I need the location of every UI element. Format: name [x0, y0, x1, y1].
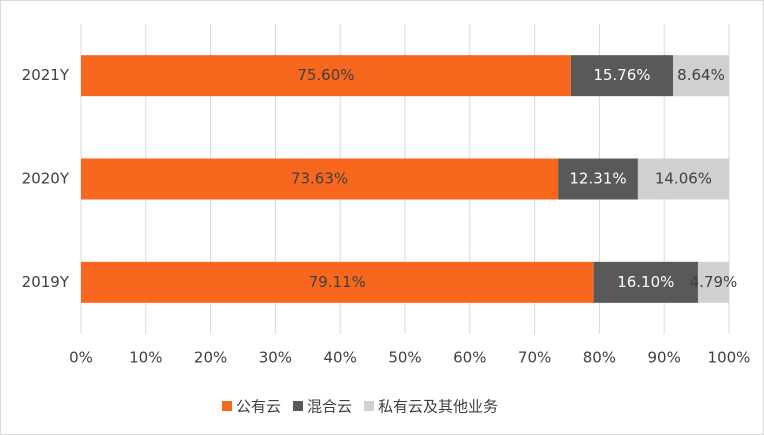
x-tick-label: 0%	[69, 349, 93, 367]
x-tick-label: 90%	[648, 349, 681, 367]
bar-segment	[81, 158, 559, 200]
bar-segment	[697, 261, 729, 303]
legend-swatch	[364, 401, 375, 411]
x-tick-label: 20%	[194, 349, 227, 367]
x-tick-label: 40%	[324, 349, 357, 367]
legend-label: 混合云	[307, 398, 352, 416]
data-label: 15.76%	[593, 66, 650, 84]
bar-segment	[81, 55, 571, 97]
x-tick-label: 100%	[708, 349, 751, 367]
bar-segment	[673, 55, 729, 97]
data-label: 8.64%	[677, 66, 725, 84]
x-tick-label: 50%	[388, 349, 421, 367]
bar-segment	[558, 158, 638, 200]
legend-swatch	[222, 401, 232, 411]
x-tick-label: 80%	[583, 349, 616, 367]
y-tick-label: 2021Y	[22, 66, 70, 84]
data-label: 12.31%	[569, 170, 626, 188]
data-label: 4.79%	[690, 273, 738, 291]
bar-segment	[637, 158, 729, 200]
y-tick-label: 2019Y	[22, 273, 70, 291]
legend-label: 公有云	[236, 398, 281, 416]
bar-segment	[81, 261, 594, 303]
data-label: 14.06%	[655, 170, 712, 188]
legend-swatch	[293, 401, 304, 411]
x-tick-label: 60%	[453, 349, 486, 367]
data-label: 16.10%	[617, 273, 674, 291]
data-label: 75.60%	[297, 66, 354, 84]
data-label: 79.11%	[309, 273, 366, 291]
legend-label: 私有云及其他业务	[378, 398, 498, 416]
y-tick-label: 2020Y	[22, 170, 70, 188]
bar-segment	[593, 261, 698, 303]
x-tick-label: 70%	[518, 349, 551, 367]
bar-segment	[570, 55, 674, 97]
x-tick-label: 30%	[259, 349, 292, 367]
x-tick-label: 10%	[129, 349, 162, 367]
data-label: 73.63%	[291, 170, 348, 188]
